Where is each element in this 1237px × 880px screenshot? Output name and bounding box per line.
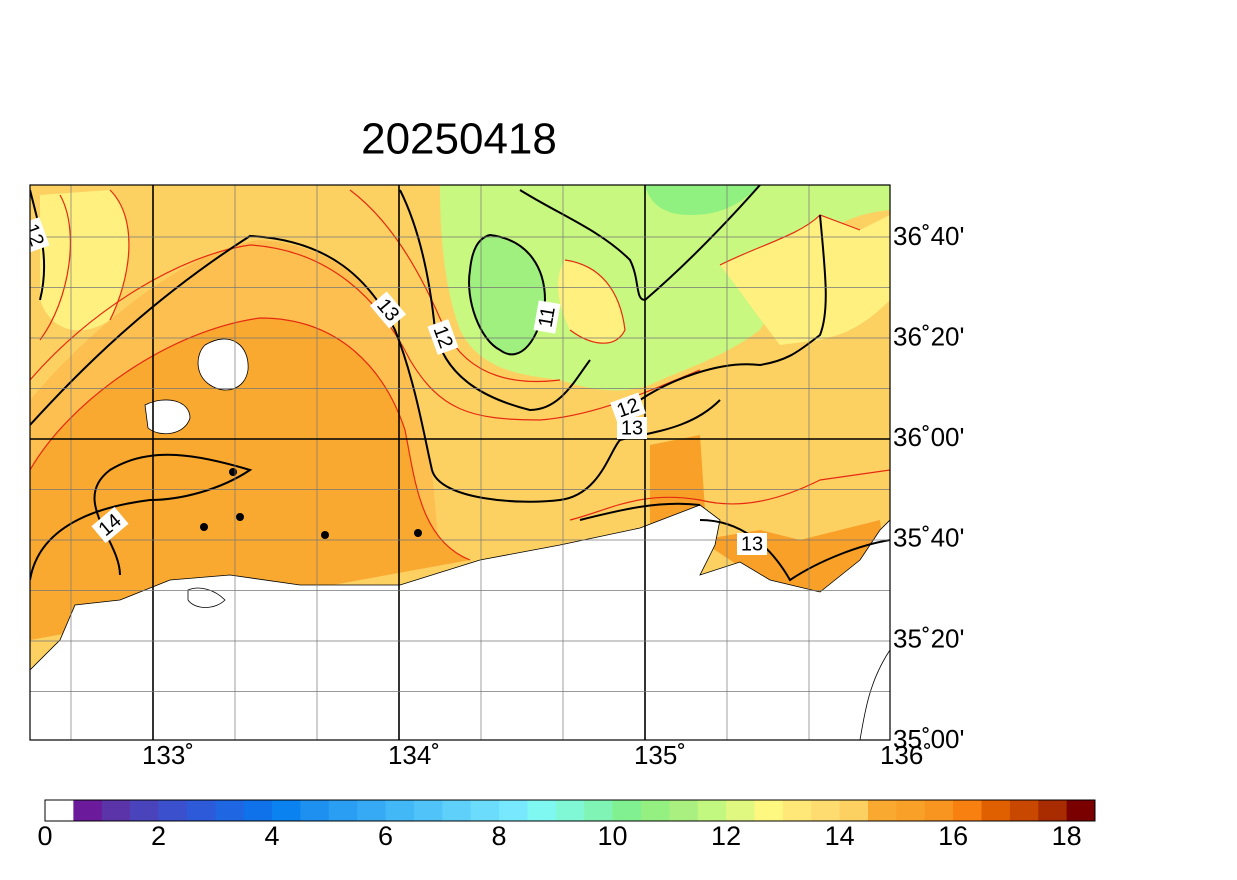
color-box xyxy=(1066,800,1096,821)
contour-label: 13 xyxy=(617,417,647,439)
lat-label: 36˚40' xyxy=(893,221,964,251)
lon-label: 136˚ xyxy=(880,740,932,770)
colorbar-tick-label: 12 xyxy=(711,821,741,851)
axis-labels: 133˚ 134˚ 135˚ 136˚ 36˚40' 36˚20' 36˚00' 35˚40'… xyxy=(142,221,964,770)
color-box xyxy=(584,800,613,821)
contour-label: 12 xyxy=(20,217,50,253)
colorbar-tick-label: 2 xyxy=(151,821,166,851)
island xyxy=(144,399,191,435)
color-box xyxy=(385,800,415,821)
color-box xyxy=(782,800,812,821)
color-box xyxy=(130,800,159,821)
label-box xyxy=(91,506,129,544)
green-patch xyxy=(469,235,545,355)
colorbar-tick-label: 18 xyxy=(1052,821,1082,851)
colorbar-tick-label: 8 xyxy=(492,821,507,851)
contour-value: 12 xyxy=(20,221,48,249)
colorbar-tick-label: 0 xyxy=(37,821,52,851)
lat-label: 36˚00' xyxy=(893,422,964,452)
lon-label: 133˚ xyxy=(142,740,194,770)
green-top xyxy=(645,185,760,215)
colorbar-tick-label: 4 xyxy=(265,821,280,851)
yellow-patch xyxy=(720,215,890,345)
color-box xyxy=(413,800,443,821)
color-box xyxy=(612,800,642,821)
color-box xyxy=(470,800,500,821)
land xyxy=(30,504,890,740)
colorbar: 0 2 4 6 8 10 12 14 16 18 xyxy=(37,799,1096,851)
lat-label: 35˚40' xyxy=(893,523,964,553)
color-box xyxy=(924,800,954,821)
color-box xyxy=(726,800,755,821)
lat-label: 35˚20' xyxy=(893,623,964,653)
color-box xyxy=(328,800,358,821)
colorbar-tick-label: 14 xyxy=(825,821,855,851)
colorbar-frame xyxy=(44,799,1096,822)
label-box xyxy=(617,417,647,439)
colorbar-tick-label: 16 xyxy=(938,821,968,851)
contour-value: 13 xyxy=(621,417,643,439)
color-box xyxy=(867,800,897,821)
color-box xyxy=(499,800,528,821)
color-box xyxy=(45,800,74,821)
colorbar-tick-label: 6 xyxy=(378,821,393,851)
label-box xyxy=(427,319,459,355)
color-box xyxy=(357,800,386,821)
map-frame xyxy=(29,184,891,741)
color-box xyxy=(1009,800,1039,821)
lon-label: 134˚ xyxy=(388,740,440,770)
color-box xyxy=(896,800,926,821)
color-box xyxy=(839,800,869,821)
label-box xyxy=(369,291,407,329)
color-box xyxy=(442,800,472,821)
color-box xyxy=(953,800,982,821)
warm-core xyxy=(30,318,470,640)
color-box xyxy=(186,800,216,821)
color-box xyxy=(555,800,585,821)
lat-label: 36˚20' xyxy=(893,321,964,351)
yellow-patch xyxy=(558,260,625,344)
color-box xyxy=(158,800,188,821)
color-box xyxy=(527,800,557,821)
map-title: 20250418 xyxy=(361,115,557,164)
label-box xyxy=(737,533,767,555)
contour-value: 11 xyxy=(535,305,560,329)
color-box xyxy=(73,800,103,821)
contour-label: 11 xyxy=(533,300,561,334)
color-box xyxy=(754,800,784,821)
colorbar-tick-label: 10 xyxy=(598,821,628,851)
color-box xyxy=(272,800,301,821)
contour-label: 13 xyxy=(737,533,767,555)
contour-value: 13 xyxy=(741,533,763,555)
color-box xyxy=(300,800,330,821)
color-box xyxy=(981,800,1011,821)
label-box xyxy=(30,217,50,253)
island xyxy=(187,587,226,608)
color-box xyxy=(243,800,273,821)
color-box xyxy=(101,800,131,821)
color-box xyxy=(811,800,840,821)
color-box xyxy=(640,800,670,821)
label-box xyxy=(610,392,646,424)
label-box xyxy=(533,300,561,334)
lon-label: 135˚ xyxy=(634,740,686,770)
color-box xyxy=(215,800,245,821)
warm-coast xyxy=(650,435,705,525)
lat-label: 35˚00' xyxy=(893,724,964,754)
color-box xyxy=(697,800,727,821)
color-box xyxy=(1038,800,1068,821)
color-box xyxy=(669,800,699,821)
